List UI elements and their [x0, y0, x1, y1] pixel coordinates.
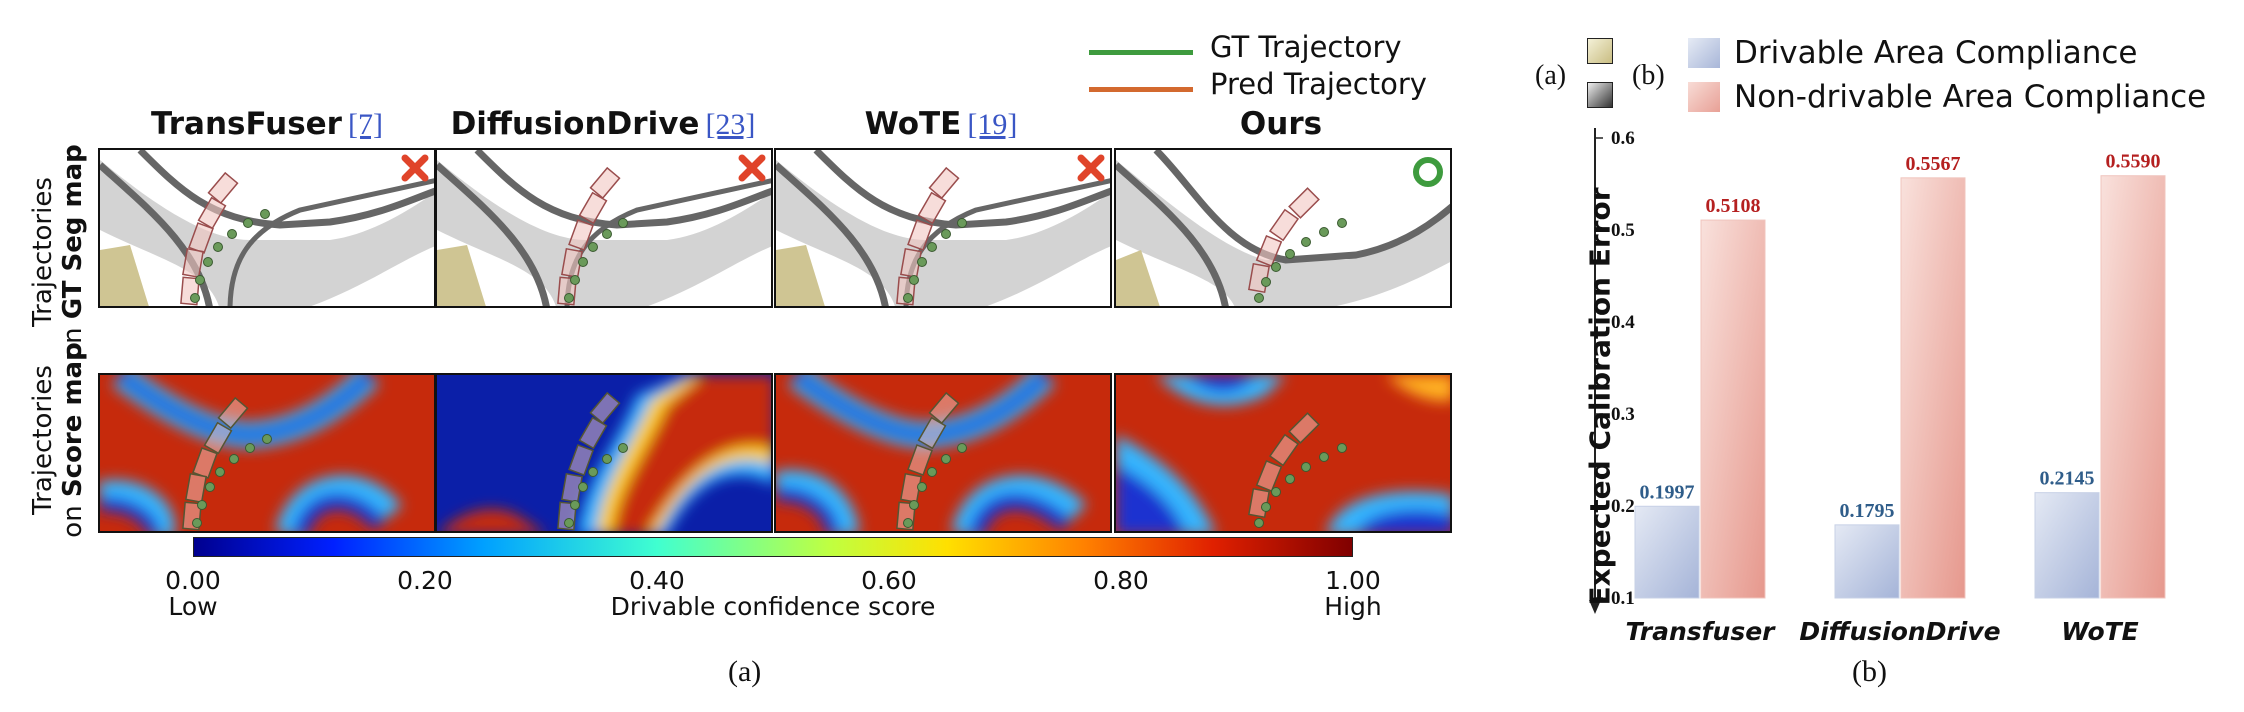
row-label-score-map: Trajectories on Score map	[28, 330, 88, 550]
row-label-gt-seg: Trajectories on GT Seg map	[28, 142, 88, 362]
x-category-label: WoTE	[2061, 617, 2139, 646]
score-heatmap	[437, 375, 771, 531]
x-category-label: DiffusionDrive	[1799, 617, 2000, 646]
gt-seg-panel-ours	[1114, 148, 1452, 308]
fail-cross-icon	[401, 154, 429, 182]
y-tick-label: 0.1	[1611, 588, 1635, 609]
gt-seg-map	[437, 150, 771, 306]
bar-nondrivable	[1900, 177, 1966, 599]
citation-link[interactable]: [23]	[705, 108, 756, 141]
bar-value-label: 0.5590	[2106, 151, 2161, 173]
x-category-label: Transfuser	[1625, 617, 1776, 646]
bar-nondrivable	[2100, 175, 2166, 599]
figure-caption-a: (a)	[728, 655, 762, 688]
bar-drivable	[1634, 505, 1700, 599]
pred-legend-line	[1089, 87, 1193, 92]
legend-label-drivable: Drivable Area Compliance	[1734, 35, 2138, 71]
legend-swatch-drivable	[1688, 38, 1720, 68]
y-axis-label: Expected Calibration Error	[1583, 187, 1617, 606]
score-panel-transfuser	[98, 373, 436, 533]
y-axis-arrow-icon	[1589, 600, 1601, 614]
gt-legend-line	[1089, 50, 1193, 55]
gt-seg-panel-transfuser	[98, 148, 436, 308]
y-tick-label: 0.6	[1611, 128, 1635, 149]
success-circle-icon	[1413, 157, 1443, 187]
row-label-line1: Trajectories	[28, 365, 58, 515]
bar-drivable	[2034, 492, 2100, 599]
fail-cross-icon	[1077, 154, 1105, 182]
gt-seg-map	[776, 150, 1110, 306]
bar-value-label: 0.5108	[1706, 195, 1761, 217]
colorbar-high-label: High	[1324, 592, 1382, 621]
row-label-line1: Trajectories	[28, 177, 58, 327]
y-tick-label: 0.2	[1611, 496, 1635, 517]
gt-legend-label: GT Trajectory	[1210, 30, 1402, 64]
colorbar-tick: 0.20	[397, 566, 453, 595]
column-header-ours: Ours	[1112, 106, 1450, 142]
score-heatmap	[100, 375, 434, 531]
legend-key-b-label: (b)	[1632, 60, 1665, 91]
column-title: DiffusionDrive	[450, 106, 700, 142]
fail-cross-icon	[738, 154, 766, 182]
citation-link[interactable]: [19]	[967, 108, 1018, 141]
bar-drivable	[1834, 524, 1900, 599]
column-title: Ours	[1239, 106, 1323, 142]
score-heatmap	[1116, 375, 1450, 531]
bar-value-label: 0.1997	[1640, 481, 1695, 503]
citation-link[interactable]: [7]	[347, 108, 383, 141]
colorbar-tick: 0.00	[165, 566, 221, 595]
gt-seg-panel-wote	[774, 148, 1112, 308]
score-panel-wote	[774, 373, 1112, 533]
row-label-line2: on Score map	[58, 342, 88, 538]
colorbar-tick: 0.40	[629, 566, 685, 595]
colorbar-title: Drivable confidence score	[610, 592, 936, 621]
score-heatmap	[776, 375, 1110, 531]
figure-caption-b: (b)	[1852, 655, 1887, 688]
gt-seg-map	[1116, 150, 1450, 306]
colorbar-low-label: Low	[168, 592, 218, 621]
legend-label-nondrivable: Non-drivable Area Compliance	[1734, 79, 2207, 115]
colorbar-tick: 1.00	[1325, 566, 1381, 595]
legend-key-b-swatch	[1587, 82, 1613, 108]
colorbar-tick: 0.60	[861, 566, 917, 595]
y-tick-label: 0.3	[1611, 404, 1635, 425]
column-header-diffusiondrive: DiffusionDrive [23]	[434, 106, 772, 142]
bar-nondrivable	[1700, 219, 1766, 599]
gt-seg-map	[100, 150, 434, 306]
row-label-line2: on GT Seg map	[58, 144, 88, 360]
legend-key-a-label: (a)	[1535, 60, 1567, 91]
score-panel-ours	[1114, 373, 1452, 533]
legend-swatch-nondrivable	[1688, 82, 1720, 112]
bar-value-label: 0.5567	[1906, 153, 1961, 175]
bar-chart: 0.1 0.2 0.3 0.4 0.5 0.6 0.1997 0.5108 Transfuse…	[1589, 128, 2166, 646]
colorbar	[193, 537, 1353, 557]
legend-key-a-swatch	[1587, 38, 1613, 64]
y-tick-label: 0.4	[1611, 312, 1635, 333]
column-title: TransFuser	[151, 106, 342, 142]
bar-value-label: 0.1795	[1840, 500, 1895, 522]
column-header-transfuser: TransFuser [7]	[98, 106, 436, 142]
bar-value-label: 0.2145	[2040, 468, 2095, 490]
gt-seg-panel-diffusiondrive	[435, 148, 773, 308]
y-tick-label: 0.5	[1611, 220, 1635, 241]
score-panel-diffusiondrive	[435, 373, 773, 533]
colorbar-tick: 0.80	[1093, 566, 1149, 595]
column-title: WoTE	[864, 106, 962, 142]
pred-legend-label: Pred Trajectory	[1210, 67, 1427, 101]
column-header-wote: WoTE [19]	[772, 106, 1110, 142]
